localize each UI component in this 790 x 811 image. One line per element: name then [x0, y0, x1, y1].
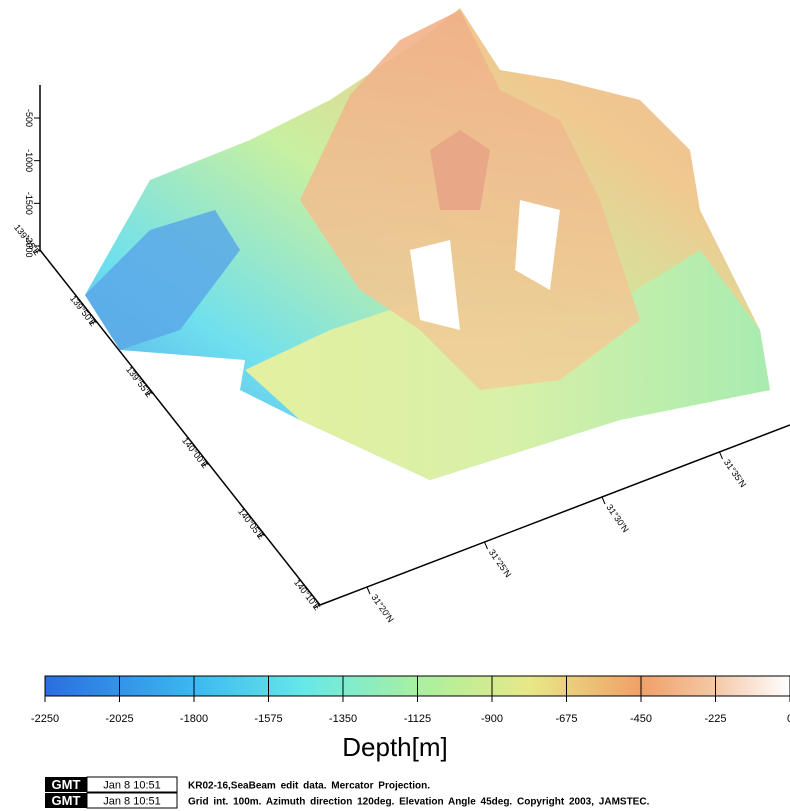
figure: Depth[m] -500-1000-1500-2000139°45'E139°… [0, 0, 790, 811]
footer-text: KR02-16,SeaBeam edit data. Mercator Proj… [188, 781, 430, 792]
colorbar-tick-label: -1125 [404, 713, 431, 725]
lat-tick [367, 587, 370, 594]
colorbar-tick-label: -1800 [180, 713, 208, 725]
lat-tick [602, 497, 605, 504]
colorbar-label: Depth[m] [342, 732, 448, 762]
colorbar-tick-label: -225 [704, 713, 726, 725]
colorbar-tick-label: -1575 [254, 713, 282, 725]
lon-tick-label: 140°05'E [236, 506, 266, 541]
z-tick-label: -500 [24, 109, 34, 127]
colorbar-tick-label: -900 [481, 713, 503, 725]
lat-tick [720, 452, 723, 459]
lon-tick-label: 139°55'E [124, 364, 154, 399]
lat-tick-label: 31°35'N [722, 457, 748, 489]
z-tick-label: -1000 [24, 149, 34, 172]
terrain-surface [85, 8, 770, 480]
gmt-stamp: GMT [52, 793, 81, 808]
lon-tick-label: 140°10'E [292, 577, 322, 612]
gmt-stamp: GMT [52, 777, 81, 792]
colorbar-tick-label: -675 [555, 713, 577, 725]
lat-tick-label: 31°25'N [487, 547, 513, 579]
lat-tick-label: 31°30'N [604, 502, 630, 534]
footer-text: Grid int. 100m. Azimuth direction 120deg… [188, 797, 650, 808]
gmt-time: Jan 8 10:51 [103, 780, 161, 792]
lat-tick [485, 542, 488, 549]
colorbar-tick-label: -1350 [329, 713, 357, 725]
colorbar-tick-label: -450 [630, 713, 652, 725]
z-tick-label: -1500 [24, 192, 34, 215]
lat-tick-label: 31°20'N [369, 592, 395, 624]
colorbar-tick-label: -2250 [31, 713, 59, 725]
gmt-time: Jan 8 10:51 [103, 796, 161, 808]
colorbar-tick-label: -2025 [105, 713, 133, 725]
lon-tick-label: 140°00'E [180, 435, 210, 470]
